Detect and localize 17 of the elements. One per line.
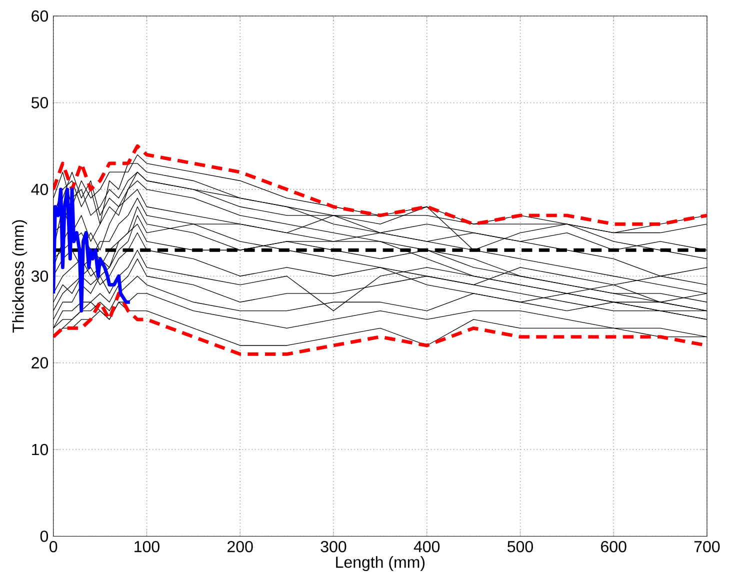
x-tick-label: 500 <box>508 540 533 552</box>
y-tick-label: 30 <box>31 270 48 282</box>
x-tick-label: 200 <box>228 540 253 552</box>
y-axis-title: Thickness (mm) <box>12 220 28 333</box>
x-tick-label: 300 <box>320 540 346 552</box>
y-tick-label: 50 <box>31 97 48 108</box>
y-tick-label: 20 <box>32 357 48 369</box>
y-tick-label: 60 <box>32 10 48 22</box>
y-tick-label: 0 <box>40 530 48 542</box>
x-tick-label: 600 <box>601 540 626 552</box>
y-tick-label: 10 <box>32 444 48 456</box>
x-tick-label: 100 <box>134 540 160 552</box>
x-tick-label: 400 <box>414 540 440 552</box>
x-tick-label: 0 <box>50 540 58 552</box>
y-tick-label: 40 <box>31 184 48 196</box>
x-axis-title: Length (mm) <box>336 556 425 572</box>
x-tick-label: 700 <box>694 540 720 552</box>
